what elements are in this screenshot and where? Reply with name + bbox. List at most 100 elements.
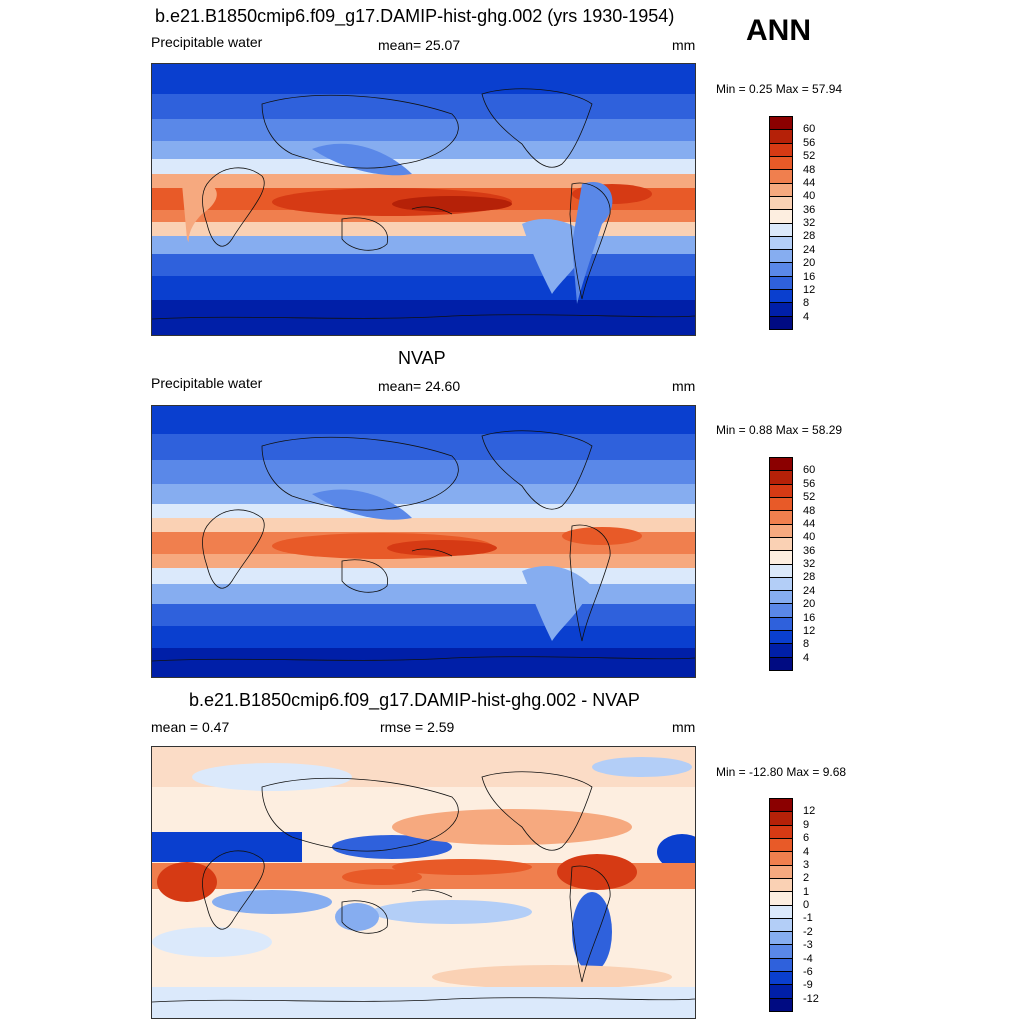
colorbar-segment — [770, 918, 792, 933]
colorbar-segment — [770, 484, 792, 498]
colorbar-tick-label: -12 — [803, 992, 819, 1005]
colorbar-tick-label: 9 — [803, 818, 810, 831]
colorbar-tick-label: 1 — [803, 885, 810, 898]
colorbar-tick-label: 12 — [803, 283, 816, 296]
colorbar-tick-label: 0 — [803, 899, 810, 911]
colorbar-tick-label: 4 — [803, 845, 810, 858]
colorbar-segment — [770, 458, 792, 472]
colorbar-tick-label: 8 — [803, 297, 810, 310]
colorbar-tick-label: 16 — [803, 611, 816, 624]
colorbar-tick-label: 52 — [803, 150, 816, 163]
panel1-title: b.e21.B1850cmip6.f09_g17.DAMIP-hist-ghg.… — [155, 6, 675, 26]
colorbar-tick-label: 60 — [803, 464, 816, 477]
colorbar-tick-label: 44 — [803, 517, 816, 530]
panel2-title: NVAP — [398, 348, 446, 368]
colorbar-segment — [770, 223, 792, 237]
colorbar-segment — [770, 985, 792, 999]
colorbar-segment — [770, 511, 792, 525]
colorbar-segment — [770, 905, 792, 919]
colorbar-tick-label: 28 — [803, 230, 816, 243]
colorbar-segment — [770, 303, 792, 317]
colorbar-tick-label: 56 — [803, 136, 816, 149]
colorbar-tick-label: 4 — [803, 310, 810, 323]
colorbar-segment — [770, 117, 792, 131]
colorbar-tick-label: 36 — [803, 203, 816, 216]
colorbar-segment — [770, 604, 792, 618]
colorbar-tick-label: 40 — [803, 531, 816, 544]
panel2-mean-label: mean= 24.60 — [378, 378, 461, 394]
panel2-colorbar — [769, 457, 793, 671]
colorbar-segment — [770, 250, 792, 264]
colorbar-segment — [770, 551, 792, 565]
colorbar-segment — [770, 945, 792, 959]
colorbar-segment — [770, 972, 792, 986]
colorbar-tick-label: 48 — [803, 163, 816, 176]
colorbar-tick-label: -6 — [803, 965, 813, 978]
panel1-variable-label: Precipitable water — [151, 34, 263, 50]
panel1-colorbar-ticks: 60 56 52 48 44 40 36 32 28 24 20 16 12 8 4 — [803, 116, 843, 328]
colorbar-segment — [770, 617, 792, 632]
colorbar-tick-label: 56 — [803, 477, 816, 490]
colorbar-segment — [770, 210, 792, 224]
colorbar-segment — [770, 183, 792, 197]
colorbar-tick-label: 52 — [803, 491, 816, 504]
colorbar-segment — [770, 156, 792, 171]
colorbar-segment — [770, 290, 792, 304]
panel1-map — [151, 63, 696, 336]
colorbar-tick-label: -3 — [803, 939, 813, 952]
colorbar-tick-label: -9 — [803, 979, 813, 992]
season-label: ANN — [746, 14, 811, 47]
colorbar-tick-label: 6 — [803, 832, 810, 845]
colorbar-tick-label: -4 — [803, 952, 813, 965]
colorbar-tick-label: 8 — [803, 638, 810, 651]
colorbar-tick-label: 20 — [803, 598, 816, 611]
colorbar-segment — [770, 799, 792, 813]
colorbar-segment — [770, 657, 792, 670]
colorbar-tick-label: 20 — [803, 257, 816, 270]
colorbar-segment — [770, 196, 792, 211]
colorbar-tick-label: 12 — [803, 805, 816, 818]
colorbar-segment — [770, 564, 792, 578]
colorbar-segment — [770, 130, 792, 144]
colorbar-tick-label: 44 — [803, 176, 816, 189]
panel1-units-label: mm — [672, 37, 696, 53]
colorbar-segment — [770, 958, 792, 973]
colorbar-tick-label: 32 — [803, 558, 816, 570]
colorbar-segment — [770, 170, 792, 184]
panel3-rmse-label: rmse = 2.59 — [380, 719, 455, 735]
colorbar-segment — [770, 878, 792, 893]
colorbar-tick-label: -2 — [803, 925, 813, 938]
panel2-variable-label: Precipitable water — [151, 375, 263, 391]
colorbar-tick-label: 3 — [803, 858, 810, 871]
colorbar-segment — [770, 838, 792, 853]
panel3-colorbar-ticks: 12 9 6 4 3 2 1 0 -1 -2 -3 -4 -6 -9 -12 — [803, 798, 843, 1010]
colorbar-tick-label: 16 — [803, 270, 816, 283]
panel3-map — [151, 746, 696, 1019]
panel3-minmax-label: Min = -12.80 Max = 9.68 — [716, 765, 847, 779]
panel2-minmax-label: Min = 0.88 Max = 58.29 — [716, 423, 843, 437]
colorbar-segment — [770, 812, 792, 826]
colorbar-segment — [770, 497, 792, 512]
panel3-units-label: mm — [672, 719, 696, 735]
colorbar-tick-label: 40 — [803, 190, 816, 203]
panel1-minmax-label: Min = 0.25 Max = 57.94 — [716, 82, 843, 96]
colorbar-segment — [770, 998, 792, 1011]
panel3-title: b.e21.B1850cmip6.f09_g17.DAMIP-hist-ghg.… — [189, 690, 640, 710]
colorbar-tick-label: 60 — [803, 123, 816, 136]
colorbar-segment — [770, 825, 792, 839]
colorbar-segment — [770, 852, 792, 866]
colorbar-segment — [770, 644, 792, 658]
colorbar-tick-label: 28 — [803, 571, 816, 584]
colorbar-tick-label: -1 — [803, 912, 813, 925]
colorbar-segment — [770, 236, 792, 251]
colorbar-tick-label: 4 — [803, 651, 810, 664]
colorbar-tick-label: 48 — [803, 504, 816, 517]
colorbar-segment — [770, 892, 792, 906]
colorbar-tick-label: 36 — [803, 544, 816, 557]
colorbar-segment — [770, 537, 792, 552]
colorbar-segment — [770, 631, 792, 645]
colorbar-segment — [770, 577, 792, 592]
colorbar-segment — [770, 143, 792, 157]
panel1-colorbar — [769, 116, 793, 330]
colorbar-segment — [770, 276, 792, 291]
